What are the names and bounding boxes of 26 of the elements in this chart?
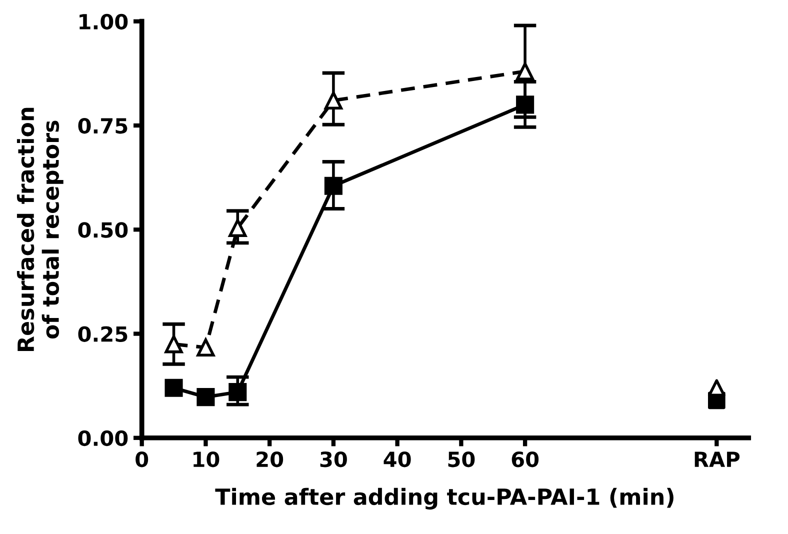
x-tick-label: 10 [194, 451, 220, 468]
y-tick-label: 0.25 [78, 326, 128, 342]
point [708, 379, 726, 397]
y-tick-label: 0.00 [78, 430, 128, 446]
point [324, 91, 342, 110]
x-tick-label: 60 [512, 451, 539, 468]
point [324, 176, 342, 195]
x-tick-label: 30 [320, 451, 347, 468]
point [196, 338, 215, 357]
point [196, 388, 215, 406]
x-tick-label: 0 [136, 451, 148, 468]
point [516, 62, 534, 80]
x-tick-label: 40 [384, 451, 411, 468]
point [516, 96, 534, 114]
y-tick-label: 1.00 [80, 14, 128, 30]
point [228, 218, 247, 237]
y-tick-label: 0.75 [78, 118, 128, 134]
point [228, 383, 247, 402]
point [164, 378, 183, 397]
y-tick-label: 0.50 [78, 222, 128, 238]
x-tick-label: RAP [694, 452, 740, 467]
x-tick-label: 20 [256, 451, 284, 468]
point [164, 335, 183, 354]
x-axis-title: Time after adding tcu-PA-PAI-1 (min) [215, 488, 674, 510]
y-axis-title: Resurfaced fraction of total receptors [16, 108, 64, 352]
x-tick-label: 50 [448, 451, 475, 468]
